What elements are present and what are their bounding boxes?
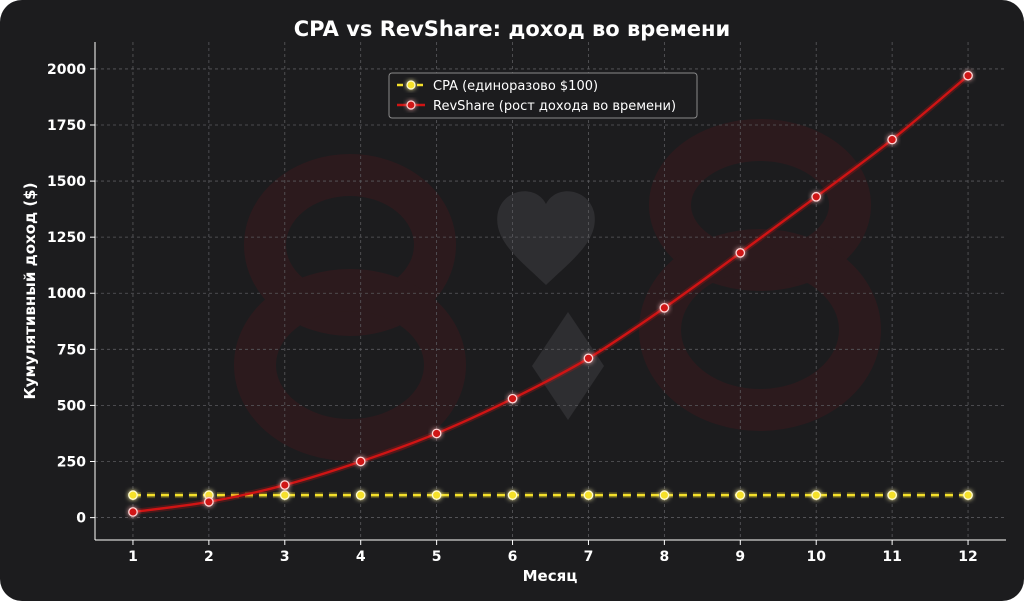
series-cpa-point <box>887 490 897 500</box>
x-tick-label: 2 <box>204 549 214 565</box>
legend-cpa-marker <box>406 80 416 90</box>
series-cpa-point <box>583 490 594 500</box>
x-tick-label: 11 <box>882 549 901 565</box>
legend: CPA (единоразово $100) RevShare (рост до… <box>388 72 698 119</box>
y-tick-label: 1500 <box>47 174 86 190</box>
x-tick-label: 3 <box>280 549 290 565</box>
y-tick-label: 2000 <box>47 62 86 78</box>
legend-item-cpa: CPA (единоразово $100) <box>397 79 598 94</box>
watermark <box>234 119 881 461</box>
series-layer <box>128 70 973 517</box>
heart-icon <box>497 191 595 285</box>
series-revshare-point <box>887 134 897 145</box>
series-cpa-point <box>659 490 670 500</box>
x-tick-label: 9 <box>735 549 745 565</box>
x-tick-label: 5 <box>432 549 442 565</box>
x-tick-label: 4 <box>356 549 366 565</box>
x-tick-label: 6 <box>508 549 518 565</box>
series-cpa-point <box>431 490 442 500</box>
series-revshare-point <box>583 353 594 364</box>
series-cpa-point <box>355 490 366 500</box>
series-revshare-point <box>431 428 442 439</box>
y-tick-label: 250 <box>57 454 86 470</box>
series-revshare-point <box>279 480 290 490</box>
y-tick-label: 1750 <box>47 118 86 134</box>
series-cpa-point <box>279 490 290 500</box>
x-axis-label: Месяц <box>523 567 578 585</box>
series-revshare-point <box>659 302 670 313</box>
ticks: 1 2 3 4 5 6 7 8 9 10 11 120250500750100012501500175… <box>47 62 978 565</box>
legend-item-revshare: RevShare (рост дохода во времени) <box>397 99 676 114</box>
series-revshare-point <box>811 191 822 202</box>
y-tick-label: 0 <box>76 511 86 527</box>
x-tick-label: 8 <box>660 549 670 565</box>
series-cpa-point <box>963 490 973 500</box>
y-axis-label: Кумулятивный доход ($) <box>21 183 39 400</box>
series-revshare-point <box>507 393 518 404</box>
legend-revshare-marker <box>406 100 416 110</box>
legend-revshare-label: RevShare (рост дохода во времени) <box>433 99 676 114</box>
series-revshare-point <box>204 497 214 507</box>
series-revshare-point <box>735 248 746 258</box>
series-cpa-point <box>811 490 822 500</box>
series-cpa-point <box>128 490 138 500</box>
gridlines <box>95 42 1006 540</box>
x-tick-label: 10 <box>806 549 826 565</box>
series-cpa-point <box>735 490 746 500</box>
series-revshare-point <box>128 507 138 517</box>
legend-box <box>388 72 698 119</box>
diamond-icon <box>532 312 604 420</box>
chart-title: CPA vs RevShare: доход во времени <box>294 17 730 41</box>
x-tick-label: 7 <box>584 549 594 565</box>
legend-cpa-label: CPA (единоразово $100) <box>433 79 598 94</box>
x-tick-label: 12 <box>958 549 977 565</box>
y-tick-label: 1250 <box>47 230 86 246</box>
x-tick-label: 1 <box>128 549 138 565</box>
y-tick-label: 1000 <box>47 286 86 302</box>
series-revshare-point <box>355 456 366 467</box>
series-cpa-point <box>507 490 518 500</box>
series-revshare-point <box>963 70 973 81</box>
y-tick-label: 500 <box>57 398 86 414</box>
y-tick-label: 750 <box>57 342 86 358</box>
